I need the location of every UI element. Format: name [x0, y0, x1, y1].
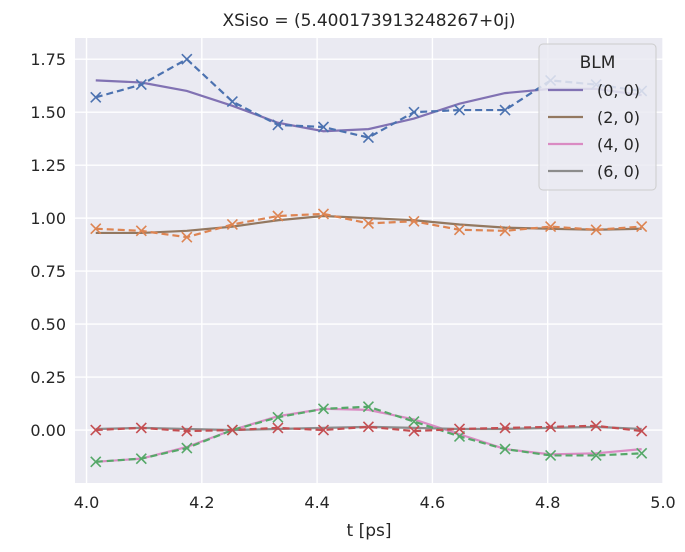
x-tick-label: 4.6 [420, 493, 445, 512]
data-point [408, 106, 420, 118]
legend-item: (0, 0) [548, 81, 640, 100]
data-point [545, 221, 557, 233]
data-point [90, 424, 102, 436]
legend-title: BLM [580, 53, 616, 73]
data-point [90, 91, 102, 103]
data-point [545, 421, 557, 433]
y-tick-label: 1.00 [30, 209, 66, 228]
data-point [181, 231, 193, 243]
x-tick-label: 5.0 [650, 493, 675, 512]
data-point [181, 425, 193, 437]
data-point [362, 217, 374, 229]
data-point [135, 225, 147, 237]
series-fit-1 [95, 214, 642, 235]
data-point [545, 449, 557, 462]
legend-label: (2, 0) [597, 108, 640, 127]
legend-label: (4, 0) [597, 135, 640, 154]
data-point [272, 422, 284, 434]
data-point [408, 425, 420, 437]
data-point [90, 223, 102, 235]
data-point [317, 403, 330, 415]
legend-item: (4, 0) [548, 135, 640, 154]
x-axis-label: t [ps] [347, 521, 392, 541]
data-point [590, 420, 602, 432]
data-point [181, 442, 193, 454]
y-tick-label: 0.50 [30, 315, 66, 334]
x-tick-label: 4.4 [304, 493, 329, 512]
data-point [135, 453, 147, 465]
data-point [590, 449, 602, 462]
data-point [453, 104, 466, 116]
y-tick-label: 0.25 [30, 368, 66, 387]
data-point [226, 96, 238, 108]
tick-labels: 4.0 4.2 4.4 4.6 4.8 5.0 0.00 0.25 0.50 0.75 1.00 1.… [30, 50, 675, 512]
data-point [226, 424, 238, 436]
y-tick-label: 1.75 [30, 50, 66, 69]
data-point [272, 210, 284, 222]
data-point [408, 215, 420, 227]
legend: BLM (0, 0) (2, 0) (4, 0) (6, 0) [538, 43, 657, 191]
data-point [636, 221, 648, 233]
legend-box [538, 43, 657, 191]
series-line [95, 214, 642, 235]
data-point [226, 218, 238, 231]
data-point [135, 79, 147, 91]
data-point [317, 424, 330, 436]
data-point [272, 411, 284, 423]
series-layer [90, 53, 648, 468]
y-tick-label: 1.50 [30, 103, 66, 122]
data-point [499, 225, 511, 237]
data-point [317, 208, 330, 220]
y-tick-label: 0.75 [30, 262, 66, 281]
data-point [636, 425, 648, 437]
data-point [453, 423, 466, 435]
y-tick-label: 0.00 [30, 421, 66, 440]
data-point [362, 421, 374, 433]
data-point [499, 422, 511, 434]
data-point [90, 456, 102, 468]
data-point [499, 104, 511, 116]
data-point [362, 401, 374, 413]
legend-item: (2, 0) [548, 108, 640, 127]
y-tick-label: 1.25 [30, 156, 66, 175]
chart-title: XSiso = (5.400173913248267+0j) [223, 11, 516, 31]
legend-label: (6, 0) [597, 162, 640, 181]
x-tick-label: 4.2 [189, 493, 214, 512]
data-point [272, 119, 284, 131]
data-point [181, 53, 193, 65]
data-point [362, 132, 374, 144]
data-point [453, 224, 466, 236]
x-tick-label: 4.0 [74, 493, 99, 512]
data-point [499, 443, 511, 455]
data-point [317, 121, 330, 133]
data-point [590, 224, 602, 236]
data-point [408, 415, 420, 428]
series-data-3 [90, 420, 648, 437]
series-data-1 [90, 208, 648, 243]
legend-item: (6, 0) [548, 162, 640, 181]
legend-label: (0, 0) [597, 81, 640, 100]
x-tick-label: 4.8 [535, 493, 560, 512]
data-point [135, 422, 147, 434]
data-point [636, 447, 648, 459]
